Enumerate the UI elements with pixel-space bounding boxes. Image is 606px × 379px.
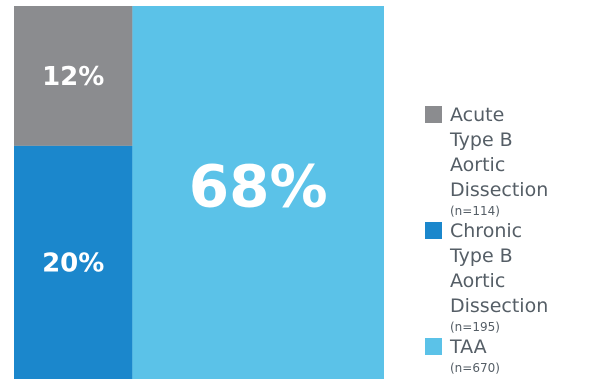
segment-taa-label: 68% — [189, 153, 328, 221]
legend-label-taa: TAA — [450, 336, 487, 358]
segment-acute — [14, 6, 133, 146]
legend-count-acute: (n=114) — [450, 204, 500, 218]
legend-item-acute: Acute Type B Aortic Dissection (n=114) — [425, 103, 548, 219]
segment-chronic-label: 20% — [42, 248, 104, 278]
legend-swatch-acute — [425, 106, 442, 123]
legend-swatch-taa — [425, 338, 442, 355]
segment-taa — [132, 6, 384, 379]
legend-count-taa: (n=670) — [450, 361, 500, 375]
legend-swatch-chronic — [425, 222, 442, 239]
legend-label-acute: Acute Type B Aortic Dissection — [450, 104, 549, 201]
legend-label-chronic: Chronic Type B Aortic Dissection — [450, 220, 549, 317]
legend-count-chronic: (n=195) — [450, 320, 500, 334]
legend-item-chronic: Chronic Type B Aortic Dissection (n=195) — [425, 219, 548, 335]
legend-item-taa: TAA (n=670) — [425, 335, 500, 376]
treemap-chart: 12% 20% 68% — [14, 6, 384, 379]
segment-acute-label: 12% — [42, 62, 104, 92]
segment-chronic — [14, 145, 133, 379]
